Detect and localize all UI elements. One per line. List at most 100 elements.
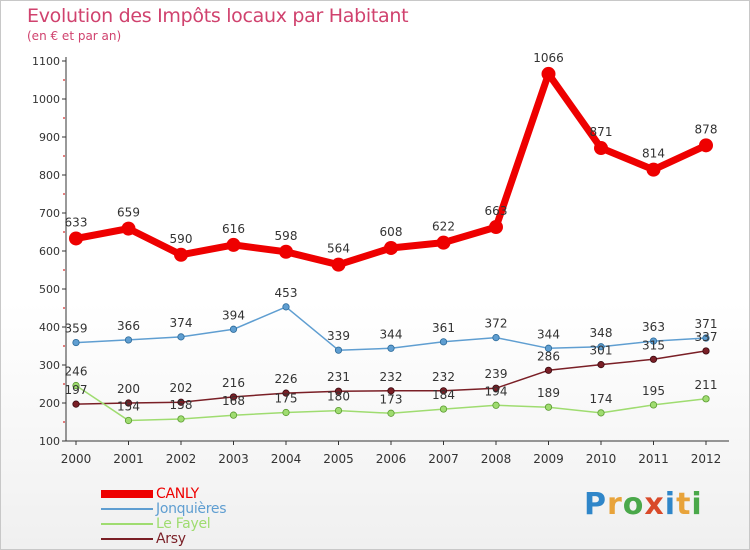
data-label: 622 <box>432 220 455 234</box>
data-label: 211 <box>695 378 718 392</box>
brand-letter: t <box>676 487 692 522</box>
data-label: 189 <box>537 386 560 400</box>
data-point <box>124 399 133 407</box>
legend-item-canly: CANLY <box>101 486 199 502</box>
data-label: 608 <box>380 225 403 239</box>
data-label: 184 <box>432 388 455 402</box>
data-point <box>544 403 553 411</box>
data-label: 372 <box>485 317 508 331</box>
data-point <box>439 338 448 346</box>
data-label: 344 <box>537 327 560 341</box>
data-label: 231 <box>327 370 350 384</box>
data-label: 871 <box>590 125 613 139</box>
data-point <box>594 141 608 156</box>
data-label: 180 <box>327 390 350 404</box>
data-label: 158 <box>170 398 193 412</box>
data-label: 174 <box>590 392 613 406</box>
x-tick-label: 2005 <box>323 452 354 466</box>
data-label: 195 <box>642 384 665 398</box>
data-point <box>282 303 290 311</box>
data-label: 339 <box>327 329 350 343</box>
legend-label-jonquieres: Jonquières <box>156 501 227 517</box>
data-point <box>121 221 136 236</box>
data-point <box>387 387 395 395</box>
data-point <box>177 333 185 341</box>
data-point <box>229 325 238 333</box>
legend-item-jonquieres: Jonquières <box>101 501 226 517</box>
x-tick-label: 2007 <box>428 452 459 466</box>
y-tick-label: 900 <box>39 131 60 144</box>
data-point <box>331 257 346 272</box>
data-label: 226 <box>275 372 298 386</box>
x-tick-label: 2001 <box>113 452 144 466</box>
data-label: 246 <box>65 365 88 379</box>
data-point <box>649 401 658 409</box>
data-point <box>282 389 290 397</box>
data-point <box>597 343 605 351</box>
x-tick-label: 2006 <box>376 452 407 466</box>
data-point <box>387 344 395 352</box>
brand-letter: i <box>691 487 703 522</box>
data-label: 564 <box>327 242 350 256</box>
x-tick-label: 2010 <box>586 452 617 466</box>
brand-logo: Proxiti <box>584 487 703 522</box>
x-tick-label: 2008 <box>481 452 512 466</box>
x-tick-label: 2009 <box>533 452 564 466</box>
y-tick-label: 800 <box>39 169 60 182</box>
brand-letter: o <box>622 487 645 522</box>
data-point <box>492 384 500 392</box>
data-point <box>649 337 658 345</box>
data-point <box>177 415 185 423</box>
data-label: 366 <box>117 319 140 333</box>
data-point <box>489 220 503 235</box>
legend-label-canly: CANLY <box>156 486 199 502</box>
legend-swatch-jonquieres <box>101 508 153 510</box>
data-point <box>702 395 710 403</box>
data-label: 344 <box>380 327 403 341</box>
data-point <box>646 162 661 177</box>
data-point <box>541 66 556 81</box>
brand-letter: P <box>584 487 607 522</box>
data-point <box>124 336 133 344</box>
brand-letter: x <box>644 487 665 522</box>
y-tick-label: 1000 <box>32 93 60 106</box>
data-label: 202 <box>170 381 193 395</box>
data-point <box>229 393 238 401</box>
data-label: 348 <box>590 326 613 340</box>
brand-letter: i <box>664 487 677 522</box>
data-point <box>597 409 605 417</box>
data-point <box>334 346 343 354</box>
data-label: 361 <box>432 321 455 335</box>
data-point <box>436 235 451 250</box>
data-label: 616 <box>222 222 245 236</box>
data-point <box>229 411 238 419</box>
brand-letter: r <box>607 487 623 522</box>
data-label: 301 <box>590 344 613 358</box>
data-point <box>124 416 133 425</box>
data-label: 371 <box>695 317 718 331</box>
legend-item-le-fayel: Le Fayel <box>101 516 211 532</box>
chart-subtitle: (en € et par an) <box>27 29 122 43</box>
x-tick-label: 2002 <box>166 452 197 466</box>
data-label: 659 <box>117 206 140 220</box>
data-point <box>174 247 188 262</box>
data-point <box>387 409 395 417</box>
data-point <box>72 400 80 408</box>
data-label: 453 <box>275 286 298 300</box>
data-point <box>544 366 553 374</box>
y-tick-label: 700 <box>39 207 60 220</box>
data-point <box>702 334 710 342</box>
data-point <box>69 231 83 246</box>
data-label: 814 <box>642 147 665 161</box>
x-tick-label: 2003 <box>218 452 249 466</box>
y-tick-label: 100 <box>39 435 60 448</box>
data-point <box>282 408 290 417</box>
data-label: 232 <box>432 370 455 384</box>
y-tick-label: 300 <box>39 359 60 372</box>
data-point <box>72 381 80 390</box>
data-point <box>439 387 448 395</box>
data-point <box>72 338 80 347</box>
y-tick-label: 1100 <box>32 55 60 68</box>
data-label: 363 <box>642 320 665 334</box>
